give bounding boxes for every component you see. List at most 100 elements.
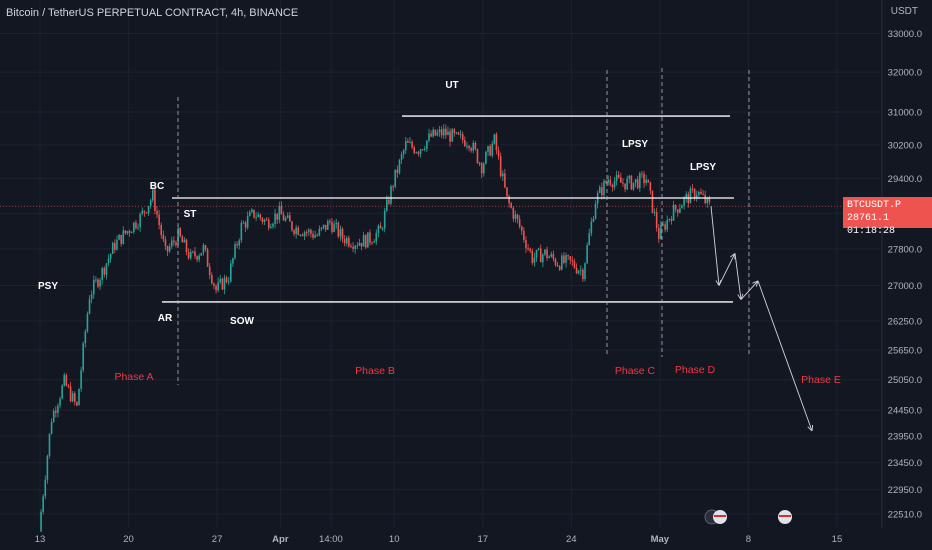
candle-body [512,207,515,219]
candle-body [99,279,101,287]
candle-body [571,259,574,262]
phase-label[interactable]: Phase B [355,365,395,377]
candle-body [567,255,569,257]
candle-body [470,148,472,151]
candle-body [499,156,502,177]
candle-body [278,205,281,220]
phase-label[interactable]: Phase A [114,371,153,383]
candle-body [202,245,205,253]
candle-body [584,263,586,280]
event-markers[interactable] [704,509,792,525]
candle-body [529,248,531,251]
candle-body [303,232,306,237]
event-label[interactable]: BC [150,181,164,192]
candle-body [88,298,91,314]
candle-body [423,148,426,150]
candle-body [535,249,538,258]
horizontal-gridlines [0,33,882,515]
event-label[interactable]: LPSY [690,162,716,173]
y-tick-label: 33000.0 [888,29,922,40]
candle-body [90,294,93,299]
projection-segment[interactable] [734,253,742,300]
candle-body [297,227,300,235]
arrowhead [752,280,759,284]
candle-body [183,239,186,243]
candle-body [670,218,673,221]
candle-body [664,224,666,230]
event-label[interactable]: PSY [38,281,58,292]
phase-label[interactable]: Phase C [615,365,656,377]
candle-body [221,278,224,290]
candle-body [189,251,192,259]
candle-body [533,257,536,263]
candle-body [57,405,59,413]
candle-body [436,132,439,136]
event-label[interactable]: SOW [230,316,254,327]
candle-body [683,197,685,206]
candle-body [459,134,462,136]
currency-label: USDT [890,6,918,17]
candle-body [242,222,245,224]
candle-body [493,134,496,144]
candle-body [50,421,53,434]
projection-arrows [710,206,814,432]
candle-body [335,222,338,225]
candle-body [451,129,453,142]
x-tick-label: 17 [477,534,488,545]
candle-body [398,159,401,173]
candle-body [42,496,44,512]
candle-body [118,234,120,240]
candle-body [695,195,698,199]
candle-body [432,129,435,137]
candle-body [537,248,540,250]
candle-body [67,385,70,387]
candle-body [196,256,198,260]
y-tick-label: 32000.0 [888,68,922,79]
candle-body [179,228,182,237]
candle-body [641,173,643,175]
event-label[interactable]: UT [445,80,458,91]
candle-body [630,175,633,190]
phase-label[interactable]: Phase E [801,374,841,386]
candle-body [480,163,483,174]
candle-body [706,197,709,204]
candle-body [565,255,567,263]
candlestick-series [40,124,711,532]
candle-body [700,191,702,194]
candle-body [343,238,346,244]
candle-body [69,386,72,402]
projection-segment[interactable] [740,280,759,300]
candle-body [200,252,203,256]
candle-body [227,281,230,283]
candle-body [523,230,525,241]
candle-body [238,240,241,246]
y-tick-label: 26250.0 [888,316,922,327]
candle-body [417,152,420,155]
y-tick-label: 30200.0 [888,140,922,151]
candle-body [525,240,527,249]
event-label[interactable]: LPSY [622,139,648,150]
event-label[interactable]: ST [184,209,197,220]
candle-body [592,218,595,222]
candle-body [162,235,165,240]
projection-segment[interactable] [710,206,720,286]
phase-label[interactable]: Phase D [675,364,716,376]
candle-body [213,283,215,286]
candle-body [206,249,209,267]
candle-body [607,179,609,183]
projection-segment[interactable] [718,253,736,286]
event-label[interactable]: AR [158,313,173,324]
candle-body [440,129,443,136]
y-tick-label: 27000.0 [888,281,922,292]
candle-body [177,228,179,246]
candle-body [651,190,654,213]
candle-body [601,187,603,196]
projection-segment[interactable] [757,280,813,432]
candle-body [198,255,200,260]
candle-body [107,258,110,264]
candle-body [44,479,47,497]
price-tag[interactable]: BTCUSDT.P 28761.1 01:18:28 [843,197,932,237]
annotation-labels: PSY BC ST AR SOW UT LPSY LPSY Phase A Phase B Phas… [38,80,841,386]
price-tag-countdown: 01:18:28 [847,226,896,237]
